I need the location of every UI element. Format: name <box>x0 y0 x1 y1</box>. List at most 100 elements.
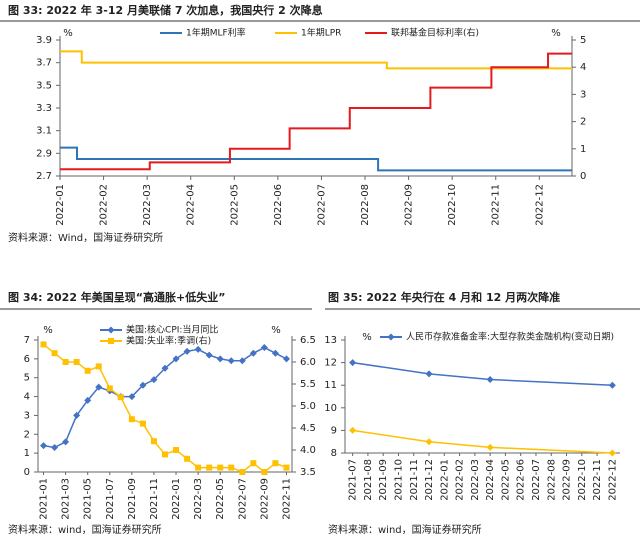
marker <box>249 349 257 357</box>
marker <box>608 381 616 389</box>
x-tick-label: 2022-11 <box>281 478 292 520</box>
marker <box>217 464 224 471</box>
y-unit: % <box>362 332 372 343</box>
legend-label: 联邦基金目标利率(右) <box>391 27 479 39</box>
series-line <box>43 346 287 449</box>
source-note: 资料来源：wind，国海证券研究所 <box>8 523 162 536</box>
marker <box>106 385 113 392</box>
y-tick-label: 10 <box>324 403 337 414</box>
marker <box>238 357 246 365</box>
y2-tick-label: 6.5 <box>300 335 316 346</box>
legend-marker <box>108 338 114 344</box>
marker <box>128 416 135 423</box>
x-tick-label: 2021-03 <box>61 478 72 520</box>
figure-title: 图 33: 2022 年 3-12 月美联储 7 次加息，我国央行 2 次降息 <box>8 3 323 17</box>
y-tick-label: 13 <box>324 335 337 346</box>
series-line <box>60 50 572 70</box>
y-tick-label: 1 <box>24 448 30 459</box>
marker <box>195 464 202 471</box>
y2-tick-label: 5 <box>580 35 586 46</box>
marker <box>51 443 59 451</box>
x-tick-label: 2022-09 <box>404 184 415 226</box>
marker <box>272 460 279 467</box>
y2-tick-label: 0 <box>580 171 586 182</box>
y-tick-label: 7 <box>24 335 30 346</box>
x-tick-label: 2022-07 <box>531 459 542 501</box>
x-tick-label: 2022-06 <box>516 459 527 501</box>
y2-unit: % <box>271 325 281 336</box>
x-tick-label: 2021-01 <box>39 478 50 520</box>
x-tick-label: 2022-03 <box>193 478 204 520</box>
marker <box>239 469 246 475</box>
x-tick-label: 2022-08 <box>546 459 557 501</box>
y2-tick-label: 4.5 <box>300 423 316 434</box>
x-tick-label: 2022-03 <box>142 184 153 226</box>
marker <box>260 344 268 352</box>
y-tick-label: 3.5 <box>36 80 52 91</box>
marker <box>486 443 494 451</box>
y-tick-label: 8 <box>331 448 337 459</box>
y-tick-label: 2 <box>24 429 30 440</box>
marker <box>173 447 180 453</box>
x-tick-label: 2021-12 <box>424 459 435 501</box>
y-tick-label: 3.3 <box>36 103 52 114</box>
y-tick-label: 5 <box>24 373 30 384</box>
marker <box>425 438 433 446</box>
series-line <box>60 146 572 172</box>
x-tick-label: 2021-07 <box>348 459 359 501</box>
marker <box>117 394 124 401</box>
marker <box>172 355 180 363</box>
marker <box>349 426 357 434</box>
y2-tick-label: 1 <box>580 144 586 155</box>
series-line <box>352 361 613 386</box>
figure-title: 图 35: 2022 年央行在 4 月和 12 月两次降准 <box>328 290 560 304</box>
marker <box>40 341 47 348</box>
marker <box>205 351 213 359</box>
marker <box>139 381 147 389</box>
legend-label: 人民币存款准备金率:大型存款类金融机构(变动日期) <box>406 331 614 343</box>
marker <box>128 393 136 401</box>
figure-title: 图 34: 2022 年美国呈现“高通胀+低失业” <box>8 290 226 304</box>
y-unit: % <box>63 28 73 39</box>
y2-unit: % <box>551 28 561 39</box>
legend-label: 美国:核心CPI:当月同比 <box>126 324 218 336</box>
y2-tick-label: 3.5 <box>300 467 316 478</box>
marker <box>73 411 81 419</box>
y2-tick-label: 2 <box>580 117 586 128</box>
series-line <box>60 52 572 171</box>
marker <box>62 359 69 365</box>
marker <box>62 438 70 446</box>
y-tick-label: 3.1 <box>36 126 52 137</box>
legend-label: 1年期MLF利率 <box>186 27 246 39</box>
marker <box>425 370 433 378</box>
marker <box>608 449 616 457</box>
y-tick-label: 3 <box>24 410 30 421</box>
y2-tick-label: 5.0 <box>300 401 316 412</box>
legend-marker <box>107 326 115 334</box>
marker <box>283 464 290 471</box>
marker <box>73 359 80 365</box>
x-tick-label: 2022-01 <box>439 459 450 501</box>
x-tick-label: 2022-10 <box>577 459 588 501</box>
marker <box>206 464 213 471</box>
x-tick-label: 2022-12 <box>607 459 618 501</box>
x-tick-label: 2022-07 <box>316 184 327 226</box>
x-tick-label: 2022-11 <box>491 184 502 226</box>
x-tick-label: 2022-02 <box>99 184 110 226</box>
x-tick-label: 2021-09 <box>127 478 138 520</box>
source-note: 资料来源：wind，国海证券研究所 <box>328 523 482 536</box>
series-line <box>352 429 613 454</box>
marker <box>150 438 157 445</box>
x-tick-label: 2021-11 <box>409 459 420 501</box>
marker <box>161 364 169 372</box>
marker <box>95 383 103 391</box>
y-tick-label: 12 <box>324 358 337 369</box>
x-tick-label: 2021-11 <box>149 478 160 520</box>
x-tick-label: 2022-01 <box>55 184 66 226</box>
marker <box>349 359 357 367</box>
marker <box>150 376 158 384</box>
x-tick-label: 2022-03 <box>470 459 481 501</box>
x-tick-label: 2022-04 <box>186 184 197 226</box>
x-tick-label: 2022-04 <box>485 459 496 501</box>
legend-marker <box>387 333 395 341</box>
